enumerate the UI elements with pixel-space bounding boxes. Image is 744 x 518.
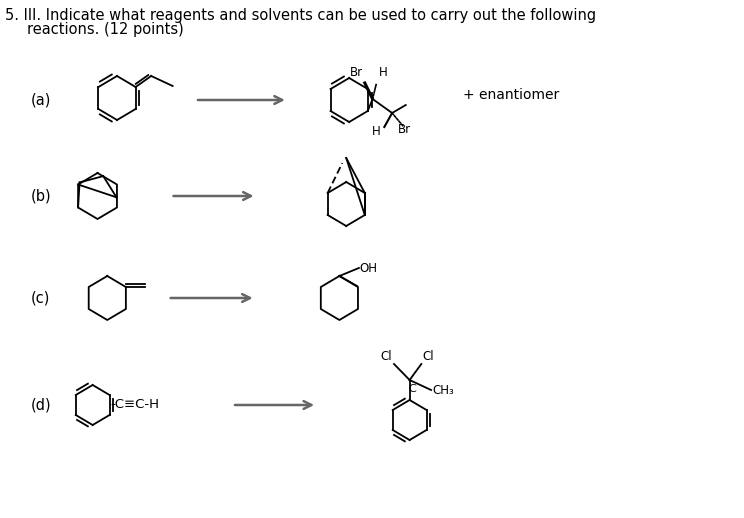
- Text: + enantiomer: + enantiomer: [464, 88, 559, 102]
- Text: Cl: Cl: [423, 350, 434, 363]
- Text: (b): (b): [31, 189, 52, 204]
- Text: reactions. (12 points): reactions. (12 points): [28, 22, 184, 37]
- Text: C: C: [408, 384, 417, 394]
- Text: CH₃: CH₃: [432, 383, 454, 396]
- Text: H: H: [372, 125, 380, 138]
- Text: Br: Br: [398, 123, 411, 136]
- Text: (a): (a): [31, 93, 51, 108]
- Text: Br: Br: [350, 66, 363, 79]
- Text: -C≡C-H: -C≡C-H: [111, 398, 159, 411]
- Text: Cl: Cl: [380, 350, 392, 363]
- Text: (d): (d): [31, 397, 52, 412]
- Text: 5. III. Indicate what reagents and solvents can be used to carry out the followi: 5. III. Indicate what reagents and solve…: [5, 8, 596, 23]
- Text: (c): (c): [31, 291, 51, 306]
- Text: OH: OH: [360, 262, 378, 275]
- Text: H: H: [379, 66, 387, 79]
